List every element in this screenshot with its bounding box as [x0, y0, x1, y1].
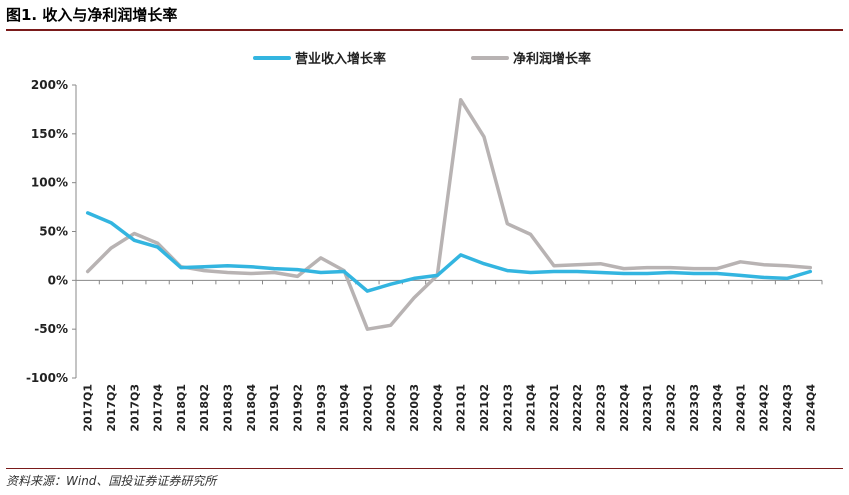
x-tick-label: 2018Q1 [175, 384, 188, 432]
y-tick-label: -100% [26, 371, 68, 385]
y-tick-label: 200% [31, 78, 68, 92]
x-tick-label: 2019Q2 [291, 384, 304, 432]
x-tick-label: 2022Q1 [548, 384, 561, 432]
x-tick-label: 2017Q2 [105, 384, 118, 432]
x-tick-label: 2019Q1 [268, 384, 281, 432]
x-tick-label: 2017Q4 [152, 384, 165, 432]
x-tick-label: 2020Q2 [385, 384, 398, 432]
x-tick-label: 2019Q3 [315, 384, 328, 432]
line-chart: 营业收入增长率 净利润增长率 -100% -50% 0% 50% 100% 150% 200%… [26, 51, 823, 432]
x-tick-label: 2024Q4 [804, 384, 817, 432]
x-tick-label: 2020Q4 [431, 384, 444, 432]
x-tick-label: 2018Q3 [222, 384, 235, 432]
legend: 营业收入增长率 净利润增长率 [253, 51, 591, 67]
x-tick-label: 2022Q2 [571, 384, 584, 432]
page-title: 图1. 收入与净利润增长率 [6, 6, 178, 24]
series-line-profit [85, 97, 813, 331]
y-tick-label: 100% [31, 176, 68, 190]
x-tick-label: 2018Q2 [198, 384, 211, 432]
y-tick-label: 150% [31, 127, 68, 141]
x-tick-label: 2023Q2 [664, 384, 677, 432]
x-tick-label: 2023Q4 [711, 384, 724, 432]
x-tick-label: 2022Q3 [595, 384, 608, 432]
x-tick-label: 2020Q3 [408, 384, 421, 432]
x-tick-label: 2021Q2 [478, 384, 491, 432]
legend-label-revenue: 营业收入增长率 [295, 51, 386, 67]
series-layer [85, 97, 813, 331]
x-tick-label: 2023Q1 [641, 384, 654, 432]
x-tick-label: 2017Q3 [128, 384, 141, 432]
y-tick-label: 50% [39, 225, 68, 239]
x-tick-label: 2021Q4 [525, 384, 538, 432]
legend-label-profit: 净利润增长率 [513, 51, 591, 67]
x-tick-label: 2024Q1 [734, 384, 747, 432]
source-divider [6, 468, 843, 469]
x-tick-label: 2020Q1 [361, 384, 374, 432]
x-tick-label: 2021Q3 [501, 384, 514, 432]
source-note: 资料来源：Wind、国投证券证券研究所 [6, 474, 217, 488]
x-tick-label: 2018Q4 [245, 384, 258, 432]
x-tick-label: 2019Q4 [338, 384, 351, 432]
series-line-revenue [85, 211, 813, 293]
title-divider [6, 29, 843, 31]
x-axis: 2017Q1 2017Q2 2017Q3 2017Q4 2018Q1 2018Q2 2018… [75, 279, 823, 432]
y-tick-label: -50% [34, 322, 68, 336]
x-tick-label: 2017Q1 [82, 384, 95, 432]
x-tick-label: 2021Q1 [455, 384, 468, 432]
y-axis: -100% -50% 0% 50% 100% 150% 200% [26, 78, 77, 385]
y-tick-label: 0% [48, 273, 68, 287]
x-tick-label: 2022Q4 [618, 384, 631, 432]
x-tick-label: 2024Q3 [781, 384, 794, 432]
title-bar: 图1. 收入与净利润增长率 [6, 3, 843, 31]
x-tick-label: 2023Q3 [688, 384, 701, 432]
x-tick-label: 2024Q2 [758, 384, 771, 432]
